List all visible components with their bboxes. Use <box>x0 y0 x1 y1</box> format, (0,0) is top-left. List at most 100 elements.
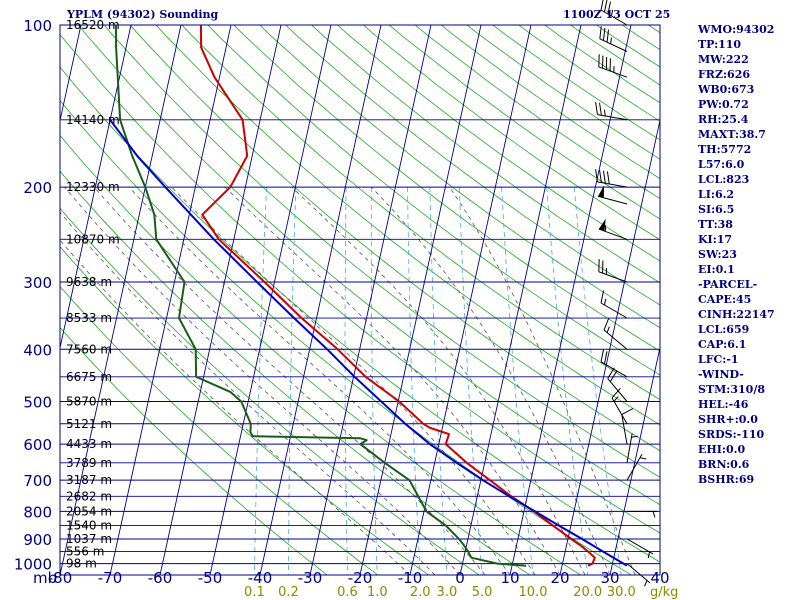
mixing-ratio-label: 3.0 <box>437 585 458 600</box>
wind-barb-full <box>602 55 604 69</box>
wind-barb-staff <box>603 329 628 350</box>
wind-barb-full <box>603 0 608 13</box>
wind-barb <box>597 185 628 205</box>
wind-barb-pennant <box>598 218 606 232</box>
isotherm <box>60 25 132 350</box>
height-label: 16520 m <box>66 18 120 32</box>
wind-barb-half <box>610 9 614 17</box>
wind-barb-half <box>647 551 651 559</box>
dry-adiabat <box>103 25 660 478</box>
wind-barb-full <box>595 169 598 182</box>
mixing-ratio-line <box>573 187 622 575</box>
wind-barb <box>600 290 628 319</box>
wind-barb-full <box>609 370 618 382</box>
height-label: 8533 m <box>66 311 112 325</box>
height-label: 2054 m <box>66 504 112 518</box>
clipped-grid <box>60 25 660 575</box>
isotherm <box>159 25 282 575</box>
wind-barbs-layer <box>595 0 657 587</box>
wind-barb-staff <box>626 563 651 584</box>
dry-adiabat <box>155 25 660 426</box>
height-label: 9638 m <box>66 275 112 289</box>
moist-adiabat <box>60 239 411 575</box>
sounding-title: YPLM (94302) Sounding <box>67 8 219 21</box>
wind-barb-staff <box>626 433 633 463</box>
wind-barb-full <box>600 290 605 304</box>
wind-barb <box>595 169 628 188</box>
wind-barb-half <box>652 511 656 518</box>
wind-barb-staff <box>626 453 643 481</box>
height-label: 1540 m <box>66 519 112 533</box>
index-item: BRN:0.6 <box>698 458 750 471</box>
moist-adiabat <box>128 186 511 575</box>
dry-adiabat <box>129 25 660 452</box>
wind-barb-staff <box>607 378 628 402</box>
mixing-ratio-label: 20.0 <box>573 585 602 600</box>
index-item: WMO:94302 <box>698 23 775 36</box>
height-label: 4433 m <box>66 437 112 451</box>
wind-barb-full <box>599 26 602 39</box>
pressure-label: 500 <box>23 394 52 412</box>
isotherm <box>359 25 482 575</box>
height-label: 98 m <box>66 557 97 571</box>
wind-barb-half <box>644 580 648 587</box>
temperature-tick-label: 0 <box>455 569 465 587</box>
mixing-ratio-label: 1.0 <box>367 585 388 600</box>
mixing-ratio-label: 30.0 <box>607 585 636 600</box>
temperature-tick-label: 40 <box>650 569 669 587</box>
wind-barb-staff <box>600 361 628 378</box>
mixing-ratio-line <box>407 187 421 575</box>
wind-barb-staff <box>597 114 628 121</box>
dry-adiabat <box>207 25 660 376</box>
height-label: 14140 m <box>66 113 120 127</box>
wind-barb <box>627 510 657 518</box>
isotherm <box>559 118 660 575</box>
wind-barb-full <box>609 58 611 72</box>
mixing-ratio-line <box>501 187 534 575</box>
isotherm <box>60 25 182 575</box>
isotherm <box>309 25 432 575</box>
wind-barb <box>626 433 638 463</box>
isotherm <box>60 25 82 123</box>
wind-barb-half <box>610 37 612 44</box>
temperature-tick-label: -60 <box>148 569 173 587</box>
isotherm <box>509 25 632 575</box>
index-item: L57:6.0 <box>698 158 745 171</box>
pressure-label: 300 <box>23 274 52 292</box>
index-item: SW:23 <box>698 248 737 261</box>
index-item: EI:0.1 <box>698 263 735 276</box>
isotherm <box>609 345 660 575</box>
mixing-ratio-label: 2.0 <box>410 585 431 600</box>
parcel-path <box>109 119 628 567</box>
mixing-ratio-line <box>288 187 297 575</box>
height-label: 556 m <box>66 545 104 559</box>
wind-barb-half <box>639 457 647 460</box>
dry-adiabat <box>60 34 660 534</box>
index-item: STM:310/8 <box>698 383 765 396</box>
dry-adiabat <box>60 246 430 575</box>
wind-barb-full <box>599 102 602 116</box>
wind-barb <box>607 367 628 402</box>
index-item: TT:38 <box>698 218 733 231</box>
dewpoint-profile <box>115 24 527 567</box>
mixing-ratio-line <box>458 187 483 575</box>
temperature-tick-label: -50 <box>198 569 223 587</box>
wind-barb <box>611 388 628 425</box>
wind-barb-full <box>607 367 615 379</box>
sounding-timestamp: 1100Z 13 OCT 25 <box>563 8 671 21</box>
temperature-tick-label: -30 <box>298 569 323 587</box>
isotherm <box>409 25 532 575</box>
pressure-label: 900 <box>23 531 52 549</box>
index-item: RH:25.4 <box>698 113 749 126</box>
wind-barb-staff <box>600 9 628 26</box>
wind-barb-staff <box>599 38 628 52</box>
temperature-profile <box>200 24 596 567</box>
moist-adiabat <box>371 186 611 575</box>
axis-labels-layer: 16520 m 14140 m 12330 m 10870 m 9638 m 8533 m… <box>14 17 679 600</box>
isotherm <box>209 25 332 575</box>
temperature-tick-label: -40 <box>248 569 273 587</box>
temperature-tick-label: -10 <box>398 569 423 587</box>
profiles-layer <box>109 24 628 567</box>
mixing-ratio-label: 5.0 <box>472 585 493 600</box>
wind-barb <box>603 318 628 350</box>
